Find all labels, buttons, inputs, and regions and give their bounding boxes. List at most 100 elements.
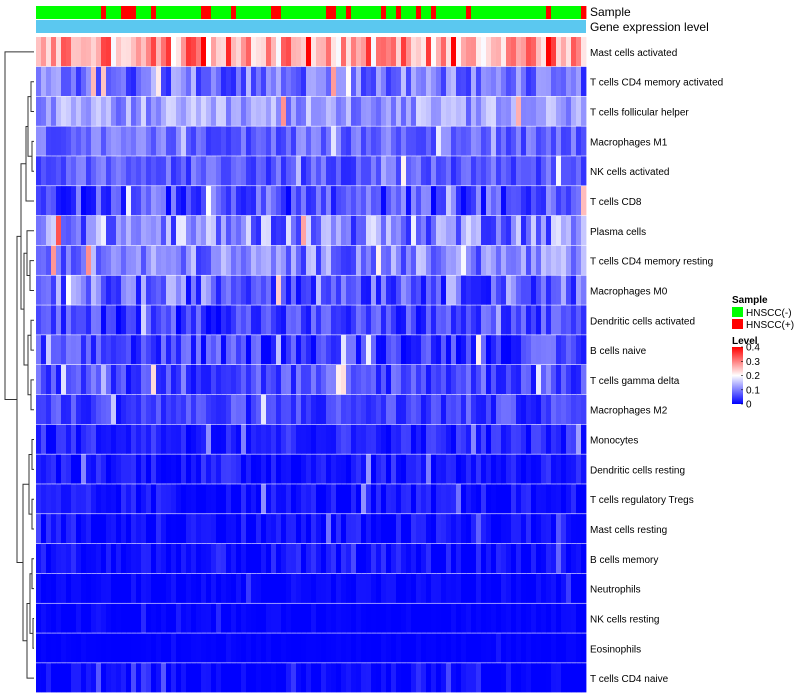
heatmap-cell — [521, 424, 527, 454]
heatmap-cell — [241, 305, 247, 335]
heatmap-cell — [191, 66, 197, 97]
heatmap-cell — [231, 484, 237, 514]
heatmap-cell — [246, 66, 252, 97]
heatmap-cell — [86, 156, 92, 186]
heatmap-cell — [151, 275, 157, 305]
heatmap-cell — [286, 663, 292, 693]
heatmap-cell — [256, 633, 262, 663]
heatmap-cell — [141, 365, 147, 395]
heatmap-cell — [46, 186, 52, 216]
heatmap-cell — [381, 454, 387, 484]
heatmap-cell — [176, 514, 182, 544]
heatmap-cell — [461, 215, 467, 246]
heatmap-cell — [316, 215, 322, 246]
heatmap-cell — [521, 573, 527, 603]
heatmap-cell — [501, 305, 507, 335]
heatmap-cell — [506, 126, 512, 156]
heatmap-cell — [141, 394, 147, 425]
heatmap-cell — [331, 484, 337, 514]
heatmap-cell — [356, 603, 362, 633]
heatmap-cell — [416, 245, 422, 275]
heatmap-cell — [381, 245, 387, 275]
heatmap-cell — [296, 335, 302, 365]
heatmap-cell — [66, 305, 72, 335]
heatmap-cell — [546, 484, 552, 514]
heatmap-cell — [511, 365, 517, 395]
heatmap-cell — [201, 186, 207, 216]
heatmap-cell — [196, 215, 202, 246]
heatmap-cell — [156, 156, 162, 186]
sample-annotation-cell — [351, 6, 357, 19]
heatmap-cell — [566, 394, 572, 425]
heatmap-cell — [431, 365, 437, 395]
heatmap-cell — [276, 454, 282, 484]
heatmap-cell — [216, 96, 222, 126]
heatmap-cell — [536, 245, 542, 275]
row-label: T cells follicular helper — [590, 108, 689, 119]
heatmap-cell — [281, 424, 287, 454]
heatmap-cell — [476, 573, 482, 603]
heatmap-cell — [201, 603, 207, 633]
heatmap-cell — [246, 126, 252, 156]
heatmap-cell — [121, 305, 127, 335]
heatmap-cell — [351, 215, 357, 246]
heatmap-cell — [576, 66, 582, 97]
heatmap-cell — [71, 305, 77, 335]
heatmap-cell — [266, 305, 272, 335]
heatmap-cell — [356, 245, 362, 275]
heatmap-cell — [131, 215, 137, 246]
heatmap-cell — [196, 275, 202, 305]
heatmap-cell — [406, 543, 412, 574]
heatmap-cell — [356, 424, 362, 454]
heatmap-cell — [71, 394, 77, 425]
heatmap-cell — [516, 245, 522, 275]
heatmap-cell — [451, 156, 457, 186]
heatmap-cell — [571, 275, 577, 305]
heatmap-cell — [411, 543, 417, 574]
heatmap-cell — [51, 514, 57, 544]
heatmap-cell — [311, 96, 317, 126]
heatmap-cell — [271, 37, 277, 67]
heatmap-cell — [511, 573, 517, 603]
heatmap-cell — [426, 633, 432, 663]
heatmap-cell — [321, 365, 327, 395]
heatmap-cell — [91, 454, 97, 484]
heatmap-cell — [386, 394, 392, 425]
heatmap-cell — [331, 96, 337, 126]
heatmap-cell — [46, 37, 52, 67]
heatmap-cell — [371, 543, 377, 574]
heatmap-cell — [166, 454, 172, 484]
heatmap-cell — [526, 335, 532, 365]
heatmap-cell — [426, 573, 432, 603]
heatmap-cell — [581, 633, 587, 663]
heatmap-cell — [306, 424, 312, 454]
heatmap-cell — [581, 66, 587, 97]
heatmap-cell — [426, 245, 432, 275]
heatmap-cell — [251, 454, 257, 484]
heatmap-cell — [71, 454, 77, 484]
heatmap-cell — [186, 514, 192, 544]
heatmap-cell — [541, 663, 547, 693]
heatmap-cell — [351, 454, 357, 484]
heatmap-cell — [396, 365, 402, 395]
heatmap-cell — [396, 514, 402, 544]
heatmap-cell — [581, 514, 587, 544]
heatmap-cell — [501, 186, 507, 216]
heatmap-cell — [451, 365, 457, 395]
heatmap-cell — [516, 603, 522, 633]
heatmap-cell — [266, 275, 272, 305]
heatmap-cell — [311, 543, 317, 574]
heatmap-cell — [551, 335, 557, 365]
level-tick-label: 0.4 — [746, 343, 760, 354]
heatmap-cell — [451, 186, 457, 216]
heatmap-cell — [466, 365, 472, 395]
heatmap-cell — [336, 394, 342, 425]
heatmap-cell — [516, 305, 522, 335]
heatmap-cell — [511, 245, 517, 275]
heatmap-cell — [71, 275, 77, 305]
heatmap-cell — [231, 66, 237, 97]
heatmap-cell — [326, 633, 332, 663]
heatmap-cell — [266, 663, 272, 693]
heatmap-cell — [206, 215, 212, 246]
heatmap-cell — [391, 37, 397, 67]
